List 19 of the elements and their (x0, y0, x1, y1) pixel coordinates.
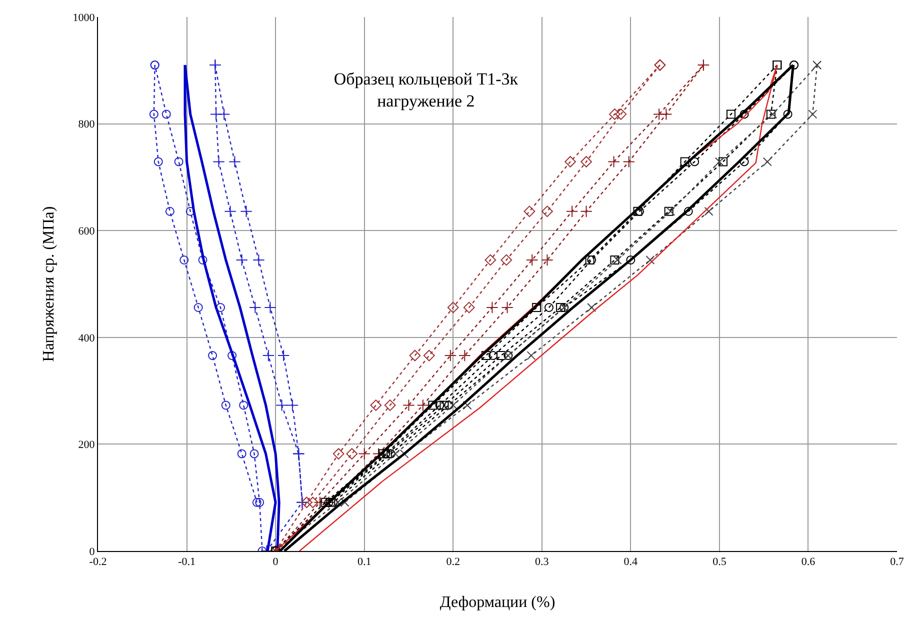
y-tick-label: 0 (89, 546, 96, 558)
x-tick-label: 0.7 (890, 556, 904, 568)
x-tick-label: 0.1 (357, 556, 372, 568)
x-tick-label: 0.4 (624, 556, 638, 568)
x-tick-label: -0.1 (178, 556, 196, 568)
y-axis-title: Напряжения ср. (МПа) (40, 206, 58, 362)
text: Образец кольцевой Т1-3к нагружение 2 (334, 70, 519, 111)
x-axis-title: Деформации (%) (440, 594, 556, 611)
y-tick-label: 200 (78, 439, 96, 452)
y-tick-label: 800 (78, 118, 96, 131)
y-tick-label: 400 (78, 332, 96, 344)
x-tick-label: 0 (272, 556, 279, 568)
x-tick-label: 0.2 (446, 556, 460, 568)
x-tick-label: 0.3 (535, 556, 550, 568)
x-tick-label: 0.5 (712, 556, 727, 568)
y-tick-label: 600 (78, 225, 96, 238)
y-tick-label: 1000 (72, 12, 96, 24)
x-tick-label: 0.6 (801, 556, 816, 568)
x-tick-label: -0.2 (89, 556, 107, 568)
